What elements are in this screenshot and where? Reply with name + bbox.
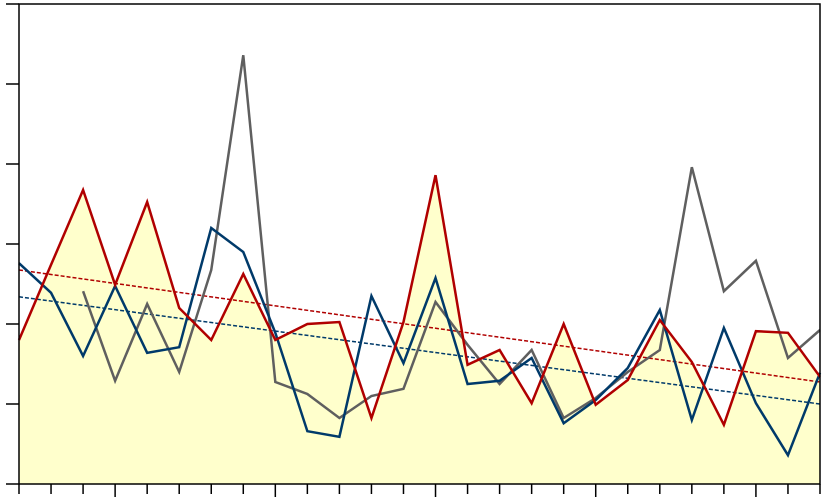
series-line xyxy=(81,55,821,420)
area xyxy=(19,175,820,484)
series-line xyxy=(17,174,822,428)
trend-line xyxy=(18,269,821,383)
series-line xyxy=(18,225,822,458)
